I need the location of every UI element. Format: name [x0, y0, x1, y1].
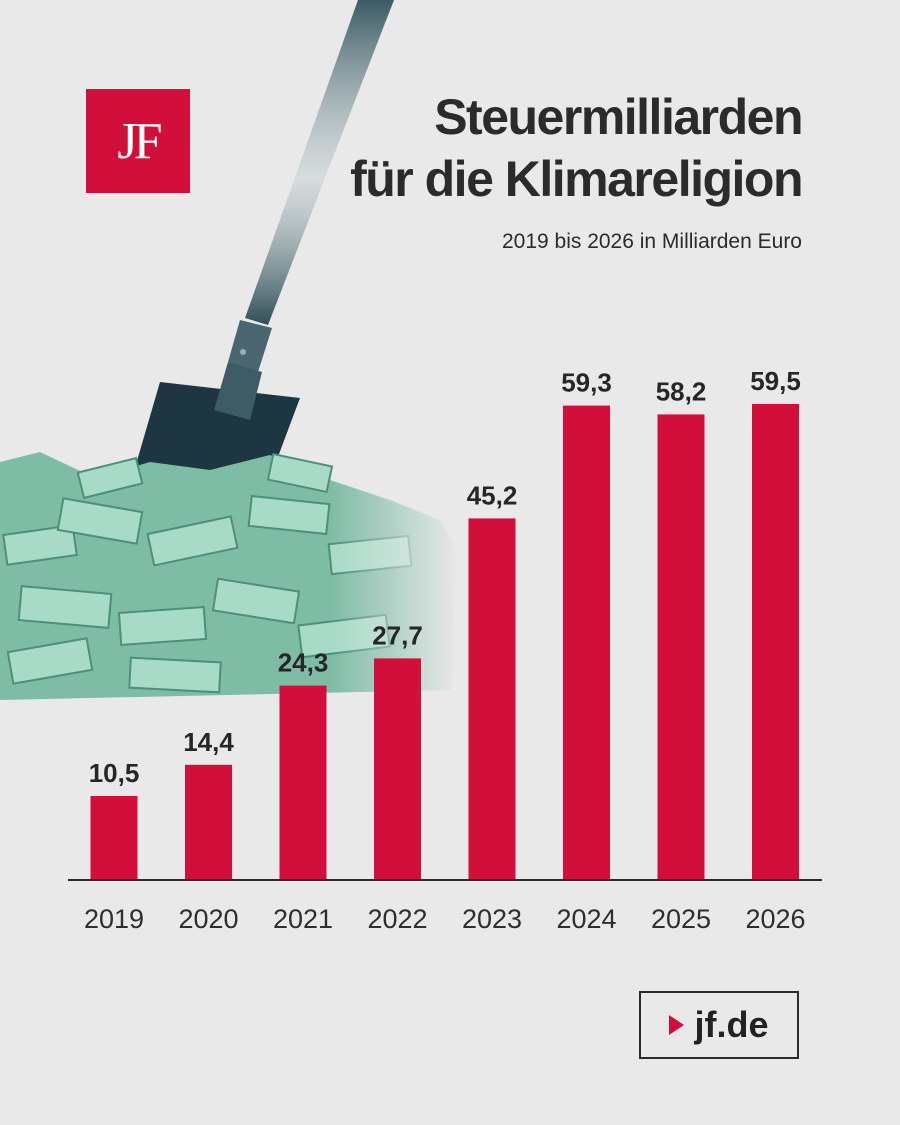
- data-label-2019: 10,5: [89, 758, 140, 788]
- chart-title-line-1: Steuermilliarden: [434, 89, 803, 145]
- x-tick-2025: 2025: [651, 904, 711, 934]
- chart-subtitle: 2019 bis 2026 in Milliarden Euro: [501, 230, 802, 253]
- data-label-2021: 24,3: [278, 648, 329, 678]
- play-icon: [669, 1015, 685, 1035]
- data-label-2022: 27,7: [372, 620, 423, 650]
- data-label-2024: 59,3: [561, 368, 612, 398]
- chart-title-line-2: für die Klimareligion: [350, 151, 803, 207]
- bar-2024: [563, 405, 610, 880]
- source-link[interactable]: jf.de: [639, 991, 799, 1059]
- x-tick-2023: 2023: [462, 904, 522, 934]
- bar-2020: [185, 764, 232, 880]
- x-tick-2022: 2022: [367, 904, 427, 934]
- bar-2019: [90, 796, 138, 880]
- x-tick-2024: 2024: [556, 904, 616, 934]
- jf-logo: JF: [86, 89, 190, 193]
- bar-2021: [279, 685, 327, 880]
- data-label-2025: 58,2: [656, 376, 707, 406]
- source-link-label: jf.de: [694, 1004, 769, 1045]
- x-tick-2020: 2020: [178, 904, 238, 934]
- x-tick-2019: 2019: [84, 904, 144, 934]
- money-pile-icon: [0, 440, 460, 710]
- bar-2022: [374, 658, 421, 880]
- chart-title: Steuermilliarden für die Klimareligion: [350, 86, 803, 210]
- data-label-2023: 45,2: [467, 480, 518, 510]
- bar-2025: [657, 414, 705, 880]
- data-label-2026: 59,5: [750, 366, 801, 396]
- bar-2026: [752, 404, 799, 880]
- x-tick-2026: 2026: [745, 904, 805, 934]
- bar-2023: [468, 518, 516, 880]
- logo-text: JF: [117, 112, 162, 170]
- x-tick-2021: 2021: [273, 904, 333, 934]
- data-label-2020: 14,4: [183, 727, 234, 757]
